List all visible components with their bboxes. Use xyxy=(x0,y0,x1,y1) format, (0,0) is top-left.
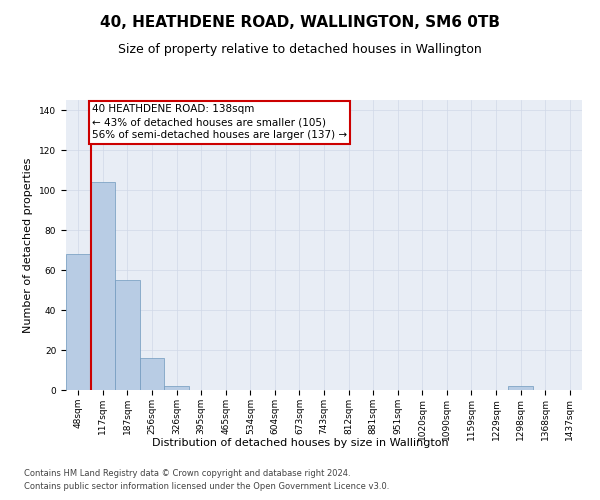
Bar xyxy=(164,386,189,390)
Y-axis label: Number of detached properties: Number of detached properties xyxy=(23,158,34,332)
Bar xyxy=(115,280,140,390)
Bar xyxy=(91,182,115,390)
Text: 40 HEATHDENE ROAD: 138sqm
← 43% of detached houses are smaller (105)
56% of semi: 40 HEATHDENE ROAD: 138sqm ← 43% of detac… xyxy=(92,104,347,141)
Text: Contains HM Land Registry data © Crown copyright and database right 2024.: Contains HM Land Registry data © Crown c… xyxy=(24,468,350,477)
Text: Distribution of detached houses by size in Wallington: Distribution of detached houses by size … xyxy=(152,438,448,448)
Text: Size of property relative to detached houses in Wallington: Size of property relative to detached ho… xyxy=(118,42,482,56)
Text: Contains public sector information licensed under the Open Government Licence v3: Contains public sector information licen… xyxy=(24,482,389,491)
Bar xyxy=(140,358,164,390)
Bar xyxy=(66,254,91,390)
Bar xyxy=(508,386,533,390)
Text: 40, HEATHDENE ROAD, WALLINGTON, SM6 0TB: 40, HEATHDENE ROAD, WALLINGTON, SM6 0TB xyxy=(100,15,500,30)
